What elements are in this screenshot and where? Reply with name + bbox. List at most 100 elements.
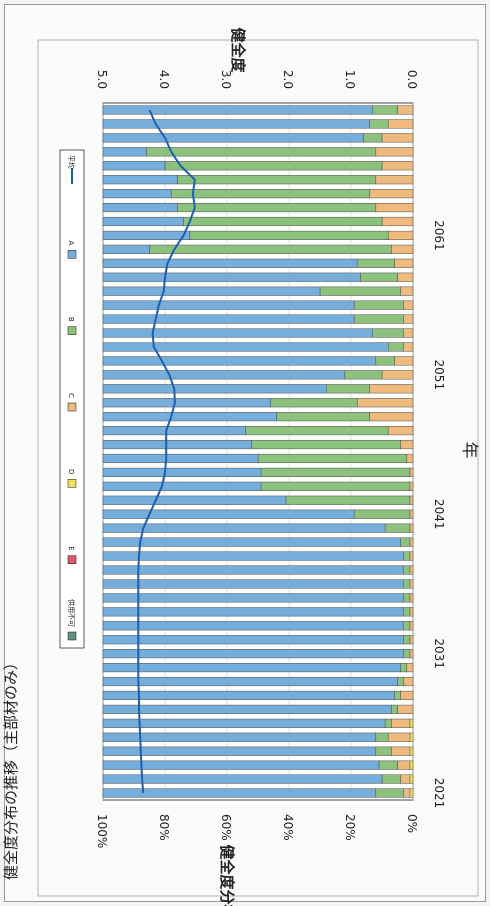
bar-segment xyxy=(102,593,404,603)
bar-segment xyxy=(102,439,253,450)
bar-segment xyxy=(102,746,377,756)
bar-segment xyxy=(387,119,414,129)
bar-segment xyxy=(164,161,383,171)
bar-segment xyxy=(372,328,404,338)
bar-segment xyxy=(409,607,414,617)
bar-segment xyxy=(102,607,404,617)
chart-title: 健全度分布の推移（主部材のみ） xyxy=(2,655,20,880)
bar-segment xyxy=(369,412,414,422)
bar-segment xyxy=(285,495,411,505)
bar-segment xyxy=(325,384,370,394)
bar-segment xyxy=(102,370,346,380)
y-tick-label: 100% xyxy=(95,814,109,848)
bar-segment xyxy=(102,244,150,254)
bar-segment xyxy=(356,258,395,268)
bar-segment xyxy=(102,523,386,533)
bar-segment xyxy=(391,704,398,714)
bar-segment xyxy=(409,760,414,770)
bar-segment xyxy=(102,788,377,798)
bar-segment xyxy=(409,481,414,491)
bar-segment xyxy=(409,774,414,784)
bar-segment xyxy=(251,439,401,450)
bar-segment xyxy=(409,635,414,645)
legend-label: 供用不可 xyxy=(67,599,76,627)
bar-segment xyxy=(102,704,392,714)
bar-segment xyxy=(409,537,414,547)
bar-segment xyxy=(257,453,408,464)
bar-segment xyxy=(394,690,401,701)
bar-segment xyxy=(397,676,404,687)
bar-segment xyxy=(397,272,414,282)
bar-segment xyxy=(102,412,277,422)
bar-segment xyxy=(363,133,383,143)
bar-segment xyxy=(260,481,411,491)
bar-segment xyxy=(344,370,383,380)
bar-segment xyxy=(102,621,404,631)
bar-segment xyxy=(372,105,398,115)
legend-swatch xyxy=(67,555,77,564)
bar-segment xyxy=(400,439,414,450)
bar-segment xyxy=(403,314,414,324)
bar-segment xyxy=(189,230,389,241)
bar-segment xyxy=(102,718,386,728)
bar-segment xyxy=(260,467,411,477)
y-tick-label: 0% xyxy=(405,814,419,833)
bar-segment xyxy=(102,760,380,770)
x-tick-label: 2051 xyxy=(432,360,446,391)
bar-segment xyxy=(276,412,370,422)
y2-tick-label: 0.0 xyxy=(405,70,419,89)
legend-label: E xyxy=(67,546,75,550)
bar-segment xyxy=(403,565,411,575)
bar-segment xyxy=(102,328,373,338)
bar-segment xyxy=(102,216,184,227)
y-axis-label: 健全度分布 xyxy=(218,844,236,906)
bar-segment xyxy=(102,356,377,366)
bar-segment xyxy=(369,119,389,129)
y2-tick-label: 4.0 xyxy=(157,70,171,89)
y-tick-label: 20% xyxy=(343,814,357,841)
bar-segment xyxy=(183,216,383,227)
bar-segment xyxy=(394,258,414,268)
bar-segment xyxy=(319,286,401,296)
bar-segment xyxy=(409,621,414,631)
legend: 供用不可 E D C B A 平均 xyxy=(59,149,85,649)
legend-swatch xyxy=(67,402,77,412)
bar-segment xyxy=(403,328,414,338)
bar-segment xyxy=(409,593,414,603)
bar-segment xyxy=(102,509,355,519)
bar-segment xyxy=(102,272,361,282)
bar-segment xyxy=(409,509,414,519)
bar-segment xyxy=(400,662,408,673)
bar-segment xyxy=(102,635,404,645)
bar-segment xyxy=(102,481,262,491)
bar-segment xyxy=(387,230,414,241)
bar-segment xyxy=(403,621,411,631)
x-tick-label: 2021 xyxy=(432,778,446,809)
bar-segment xyxy=(102,565,404,575)
bar-segment xyxy=(177,175,377,185)
bar-segment xyxy=(149,244,392,254)
bar-segment xyxy=(102,551,404,561)
bar-segment xyxy=(387,732,411,742)
x-tick-label: 2041 xyxy=(432,499,446,530)
bar-segment xyxy=(102,119,370,129)
legend-label: B xyxy=(67,317,75,322)
y-tick-label: 80% xyxy=(157,814,171,841)
bar-segment xyxy=(375,746,392,756)
bar-segment xyxy=(102,189,172,199)
bar-segment xyxy=(146,147,377,157)
bar-segment xyxy=(391,244,414,254)
bar-segment xyxy=(375,202,414,213)
bar-segment xyxy=(397,704,414,714)
bar-segment xyxy=(102,426,246,436)
y2-tick-label: 3.0 xyxy=(219,70,233,89)
y2-tick-label: 5.0 xyxy=(95,70,109,89)
bar-segment xyxy=(409,495,414,505)
legend-label: D xyxy=(67,469,75,474)
bar-segment xyxy=(403,593,411,603)
bar-segment xyxy=(375,356,395,366)
bar-segment xyxy=(409,788,414,798)
bar-segment xyxy=(378,760,398,770)
bar-segment xyxy=(102,398,271,408)
